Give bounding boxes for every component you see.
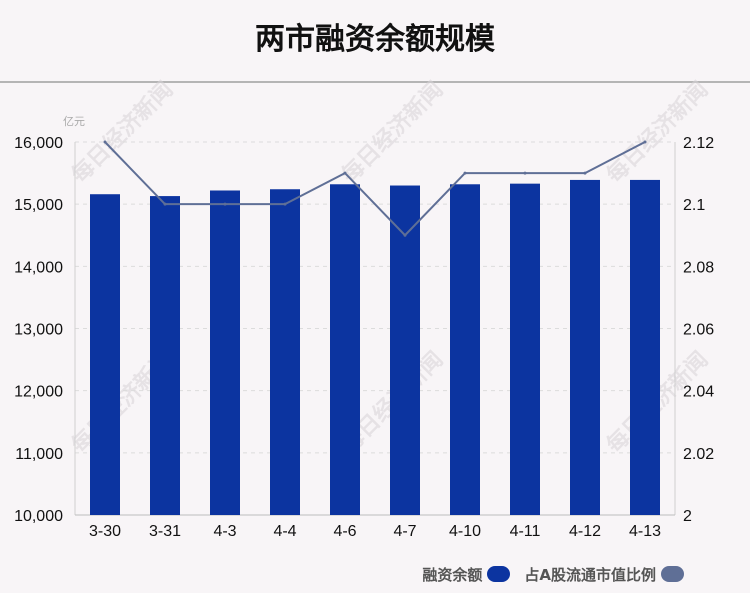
legend: 融资余额 占A股流通市值比例	[422, 563, 684, 585]
left-tick-label: 14,000	[14, 259, 63, 276]
ratio-line	[105, 142, 645, 235]
bar	[270, 189, 300, 515]
x-tick-label: 4-6	[333, 523, 356, 540]
x-tick-label: 4-3	[213, 523, 236, 540]
x-tick-label: 4-11	[510, 523, 541, 540]
bar	[90, 194, 120, 515]
x-tick-label: 3-31	[149, 523, 181, 540]
right-tick-label: 2.1	[683, 197, 705, 214]
bar	[570, 180, 600, 515]
left-tick-label: 11,000	[15, 446, 63, 463]
right-tick-label: 2.06	[683, 322, 714, 339]
x-tick-label: 4-10	[449, 523, 481, 540]
ratio-point	[344, 172, 347, 175]
left-tick-label: 10,000	[14, 508, 63, 525]
ratio-point	[464, 172, 467, 175]
legend-bar-label: 融资余额	[422, 564, 482, 585]
legend-bar-swatch	[487, 566, 510, 582]
ratio-point	[224, 203, 227, 206]
ratio-point	[104, 141, 107, 144]
ratio-point	[524, 172, 527, 175]
ratio-point	[644, 141, 647, 144]
ratio-point	[584, 172, 587, 175]
bar	[450, 184, 480, 515]
x-tick-label: 4-7	[393, 523, 416, 540]
ratio-point	[404, 234, 407, 237]
bar	[150, 196, 180, 515]
left-tick-label: 13,000	[14, 322, 63, 339]
x-tick-label: 4-4	[273, 523, 296, 540]
bar	[210, 190, 240, 515]
x-tick-label: 4-13	[629, 523, 661, 540]
bar	[630, 180, 660, 515]
bar	[330, 184, 360, 515]
left-tick-label: 12,000	[14, 384, 63, 401]
right-tick-label: 2.02	[683, 446, 714, 463]
ratio-point	[164, 203, 167, 206]
legend-line-swatch	[661, 566, 684, 582]
right-tick-label: 2.04	[683, 384, 714, 401]
x-tick-label: 3-30	[89, 523, 121, 540]
left-tick-label: 16,000	[14, 135, 63, 152]
right-tick-label: 2	[683, 508, 692, 525]
x-tick-label: 4-12	[569, 523, 601, 540]
right-tick-label: 2.12	[683, 135, 714, 152]
ratio-point	[284, 203, 287, 206]
left-tick-label: 15,000	[14, 197, 63, 214]
bar	[510, 184, 540, 515]
right-tick-label: 2.08	[683, 259, 714, 276]
legend-line-label: 占A股流通市值比例	[524, 564, 656, 585]
left-axis-unit: 亿元	[63, 115, 85, 128]
